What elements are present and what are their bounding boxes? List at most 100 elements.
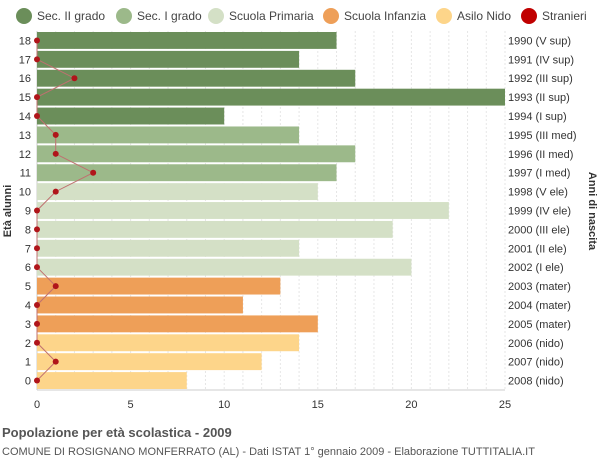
stranieri-point-age-11 <box>90 169 97 176</box>
bar-age-7 <box>37 239 300 257</box>
x-tick-label: 15 <box>312 399 324 411</box>
stranieri-point-age-12 <box>52 150 59 157</box>
legend-label-infanzia: Scuola Infanzia <box>344 9 426 23</box>
birth-year-label: 1996 (II med) <box>508 149 573 161</box>
stranieri-point-age-16 <box>71 75 78 82</box>
y-tick-label: 18 <box>19 35 31 47</box>
legend-label-stranieri: Stranieri <box>542 9 587 23</box>
y-tick-label: 5 <box>25 281 31 293</box>
bar-age-4 <box>37 296 243 314</box>
stranieri-point-age-9 <box>34 207 40 214</box>
y-tick-label: 15 <box>19 92 31 104</box>
x-tick-label: 0 <box>34 399 40 411</box>
bar-age-11 <box>37 164 337 182</box>
legend-marker-infanzia <box>323 8 339 24</box>
birth-year-label: 1994 (I sup) <box>508 111 567 123</box>
y-tick-label: 3 <box>25 319 31 331</box>
legend-label-sec2: Sec. II grado <box>37 9 105 23</box>
chart: Sec. II grado Sec. I grado Scuola Primaria… <box>2 8 598 411</box>
bar-age-8 <box>37 220 393 238</box>
bar-age-6 <box>37 258 412 276</box>
bar-age-14 <box>37 107 225 125</box>
stranieri-point-age-1 <box>52 358 59 365</box>
birth-year-label: 2001 (II ele) <box>508 243 567 255</box>
stranieri-point-age-15 <box>34 94 40 101</box>
bar-age-13 <box>37 126 300 144</box>
y-tick-label: 7 <box>25 243 31 255</box>
birth-year-label: 1992 (III sup) <box>508 73 573 85</box>
y-tick-label: 13 <box>19 130 31 142</box>
birth-year-label: 2000 (III ele) <box>508 224 570 236</box>
legend-marker-sec1 <box>116 8 132 24</box>
birth-year-label: 1999 (IV ele) <box>508 206 571 218</box>
legend-label-sec1: Sec. I grado <box>137 9 202 23</box>
y-axis-title-right: Anni di nascita <box>586 172 598 251</box>
stranieri-point-age-0 <box>34 377 40 384</box>
y-tick-label: 16 <box>19 73 31 85</box>
y-axis-title-left: Età alunni <box>2 185 14 238</box>
bar-age-5 <box>37 277 281 295</box>
stranieri-point-age-10 <box>52 188 59 195</box>
birth-year-label: 1997 (I med) <box>508 168 570 180</box>
legend-label-primaria: Scuola Primaria <box>229 9 314 23</box>
stranieri-point-age-5 <box>52 283 59 290</box>
birth-year-label: 2002 (I ele) <box>508 262 564 274</box>
bar-age-9 <box>37 202 449 219</box>
legend-marker-stranieri <box>521 8 537 24</box>
stranieri-point-age-4 <box>34 301 40 308</box>
legend-marker-nido <box>436 8 452 24</box>
y-tick-label: 6 <box>25 262 31 274</box>
birth-year-label: 1991 (IV sup) <box>508 54 574 66</box>
birth-year-labels: 2008 (nido) 2007 (nido) 2006 (nido) 2005 (m… <box>508 35 576 387</box>
birth-year-label: 1995 (III med) <box>508 130 576 142</box>
y-tick-label: 11 <box>20 168 31 180</box>
birth-year-label: 2003 (mater) <box>508 281 571 293</box>
bar-age-15 <box>37 88 505 106</box>
bar-age-17 <box>37 50 300 68</box>
y-tick-label: 0 <box>25 376 31 388</box>
y-tick-label: 4 <box>25 300 31 312</box>
stranieri-point-age-18 <box>34 37 40 44</box>
chart-footer-subtitle: COMUNE DI ROSIGNANO MONFERRATO (AL) - Da… <box>2 446 535 458</box>
stranieri-point-age-3 <box>34 320 40 327</box>
stranieri-series <box>34 37 97 384</box>
x-tick-label: 25 <box>499 399 511 411</box>
y-tick-label: 2 <box>25 338 31 350</box>
birth-year-label: 2004 (mater) <box>508 300 571 312</box>
bar-age-10 <box>37 183 318 201</box>
legend-marker-sec2 <box>16 8 32 24</box>
birth-year-label: 1990 (V sup) <box>508 35 571 47</box>
birth-year-label: 2007 (nido) <box>508 357 564 369</box>
bar-age-3 <box>37 315 318 333</box>
x-tick-labels: 0 5 10 15 20 25 <box>34 399 511 411</box>
bars <box>37 32 505 389</box>
stranieri-point-age-17 <box>34 56 40 63</box>
bar-age-16 <box>37 69 356 87</box>
birth-year-label: 1998 (V ele) <box>508 187 568 199</box>
stranieri-point-age-14 <box>34 113 40 120</box>
bar-age-2 <box>37 334 300 352</box>
y-tick-label: 12 <box>19 149 31 161</box>
y-tick-label: 8 <box>25 224 31 236</box>
x-tick-label: 5 <box>128 399 134 411</box>
y-tick-label: 9 <box>25 206 31 218</box>
bar-age-12 <box>37 145 356 163</box>
y-tick-label: 14 <box>19 111 31 123</box>
birth-year-label: 2008 (nido) <box>508 376 564 388</box>
legend-marker-primaria <box>208 8 224 24</box>
stranieri-point-age-2 <box>34 339 40 346</box>
stranieri-point-age-6 <box>34 264 40 271</box>
y-tick-label: 17 <box>19 54 31 66</box>
y-tick-label: 1 <box>25 357 31 369</box>
x-tick-label: 20 <box>405 399 417 411</box>
bar-age-18 <box>37 32 337 49</box>
x-tick-label: 10 <box>218 399 230 411</box>
birth-year-label: 2006 (nido) <box>508 338 564 350</box>
bar-age-0 <box>37 372 187 389</box>
bar-age-1 <box>37 353 262 371</box>
stranieri-point-age-7 <box>34 245 40 252</box>
birth-year-label: 2005 (mater) <box>508 319 571 331</box>
y-tick-label: 10 <box>19 187 31 199</box>
stranieri-point-age-13 <box>52 131 59 138</box>
